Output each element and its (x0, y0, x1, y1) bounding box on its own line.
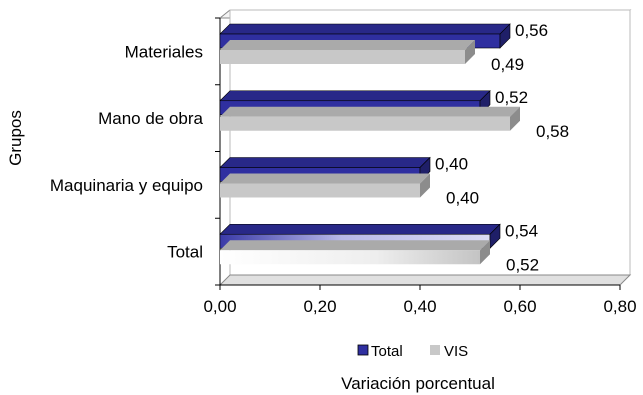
category-label: Mano de obra (98, 109, 203, 128)
category-label: Maquinaria y equipo (50, 176, 203, 195)
legend: Total VIS (357, 343, 468, 360)
legend-swatch-vis (430, 345, 440, 355)
x-tick-label: 0,20 (303, 297, 336, 316)
data-label: 0,40 (435, 155, 468, 174)
data-label: 0,49 (491, 55, 524, 74)
data-label: 0,52 (506, 255, 539, 274)
x-tick-label: 0,60 (503, 297, 536, 316)
data-label: 0,52 (495, 88, 528, 107)
category-label: Materiales (125, 42, 203, 61)
bar-vis (220, 40, 475, 64)
data-label: 0,40 (446, 189, 479, 208)
plot-base (218, 274, 632, 286)
bar-vis (220, 240, 490, 265)
category-label: Total (167, 243, 203, 262)
y-axis-title: Grupos (6, 110, 25, 166)
bar-vis (220, 173, 430, 198)
legend-swatch-total (357, 344, 369, 356)
data-label: 0,54 (505, 221, 538, 240)
legend-label-vis: VIS (444, 343, 468, 360)
x-tick-label: 0,40 (403, 297, 436, 316)
x-tick-label: 0,00 (203, 297, 236, 316)
x-tick-label: 0,80 (603, 297, 636, 316)
data-label: 0,58 (536, 122, 569, 141)
data-label: 0,56 (515, 21, 548, 40)
x-axis-title: Variación porcentual (341, 374, 495, 393)
legend-label-total: Total (371, 343, 403, 360)
bar-vis (220, 106, 520, 131)
